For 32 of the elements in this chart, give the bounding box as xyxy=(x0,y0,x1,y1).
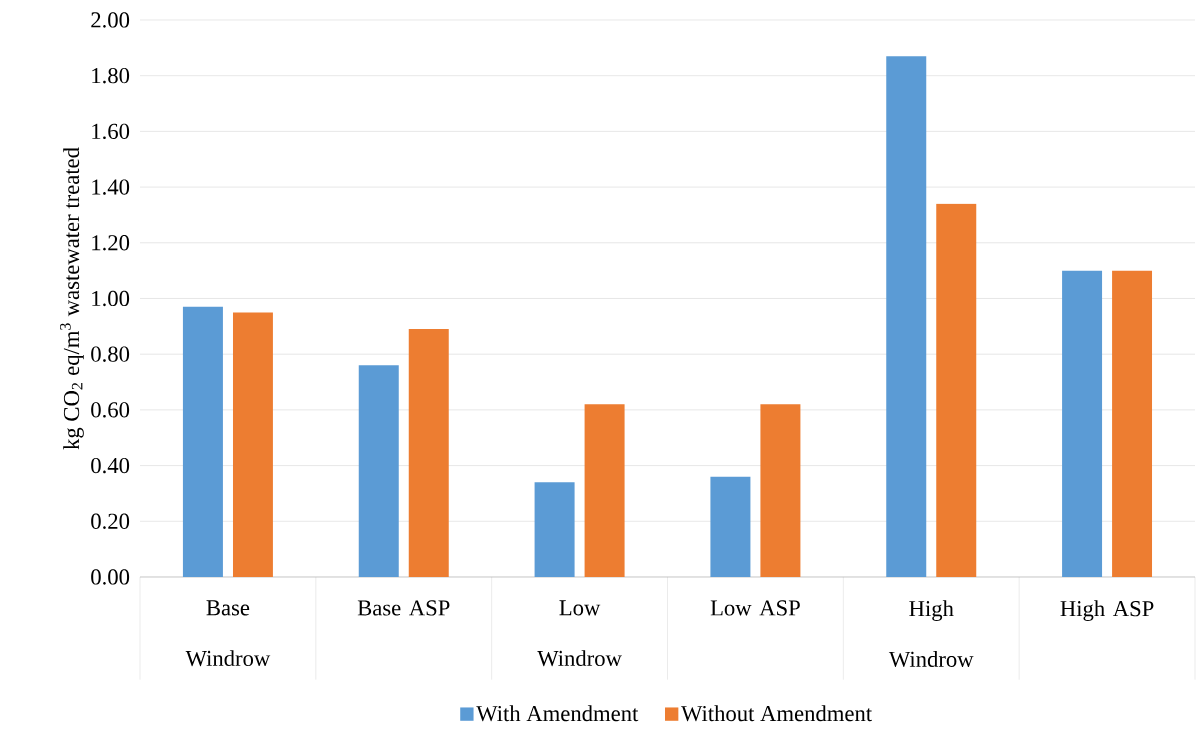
y-tick-label: 0.20 xyxy=(91,513,130,529)
y-tick-label: 1.60 xyxy=(92,123,130,140)
y-tick-label: 1.40 xyxy=(92,179,130,195)
y-tick-label: 0.00 xyxy=(91,569,130,585)
bar xyxy=(584,404,625,577)
bar xyxy=(182,306,223,577)
y-axis-title: kg CO$_{2}$ eq/m$^{3}$ wastewater treated xyxy=(60,147,84,450)
x-tick-label: Low ASP xyxy=(710,600,800,616)
bar xyxy=(936,203,977,577)
x-tick-label: High ASP xyxy=(1060,600,1154,621)
bar xyxy=(358,365,399,577)
y-tick-label: 0.60 xyxy=(91,402,130,418)
y-tick-label: 1.80 xyxy=(92,67,130,84)
bar xyxy=(232,312,273,577)
legend-label: Without Amendment xyxy=(681,705,872,722)
y-tick-label: 1.00 xyxy=(92,290,130,307)
y-tick-label: 2.00 xyxy=(91,12,130,28)
category-label: High Windrow xyxy=(888,600,974,668)
y-tick-label: 0.40 xyxy=(91,457,130,474)
bar xyxy=(534,482,575,577)
bar xyxy=(408,329,449,577)
bar xyxy=(1112,270,1153,577)
bar xyxy=(886,56,927,577)
legend-label: With Amendment xyxy=(476,705,639,722)
bar xyxy=(1062,270,1103,577)
y-tick-label: 0.80 xyxy=(91,346,130,362)
category-label: Low Windrow xyxy=(537,600,622,667)
bar xyxy=(710,476,751,577)
category-label: Base Windrow xyxy=(185,600,271,667)
bar xyxy=(760,404,801,577)
y-tick-label: 1.20 xyxy=(92,235,130,251)
x-tick-label: Base ASP xyxy=(357,600,450,616)
